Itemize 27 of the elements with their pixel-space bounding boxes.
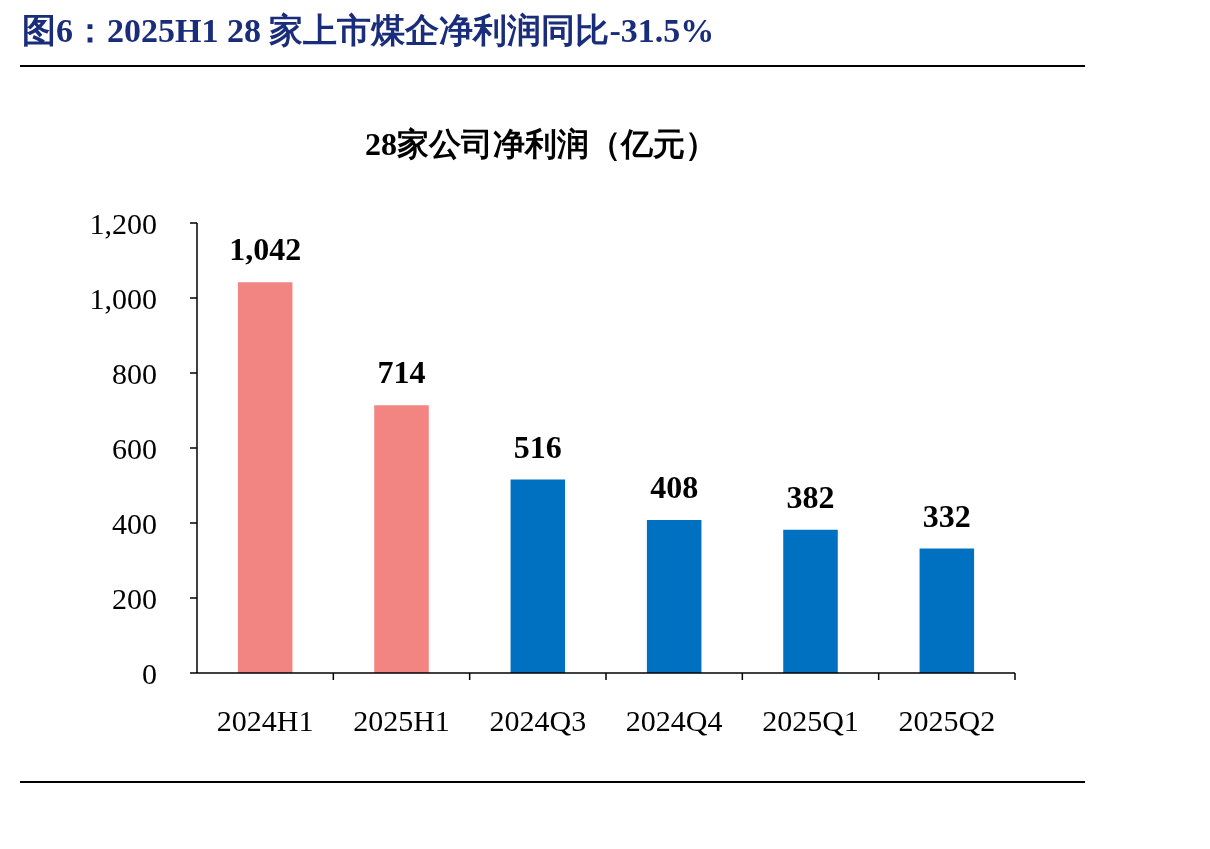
y-tick-label: 600 — [112, 431, 157, 465]
data-label: 382 — [786, 478, 835, 515]
data-label: 408 — [650, 469, 699, 505]
x-tick-label: 2025Q2 — [898, 704, 996, 737]
data-label: 332 — [922, 497, 971, 534]
y-tick-label: 800 — [112, 356, 157, 390]
x-tick-label: 2025Q1 — [762, 704, 859, 737]
y-tick-label: 1,000 — [89, 281, 157, 315]
bar — [237, 282, 293, 673]
x-tick-label: 2024H1 — [216, 704, 314, 737]
y-tick-label: 200 — [112, 581, 157, 615]
bar — [510, 479, 566, 673]
chart-subtitle: 28家公司净利润（亿元） — [365, 126, 717, 162]
data-label: 714 — [377, 354, 426, 391]
chart-title: 图6：2025H1 28 家上市煤企净利润同比-31.5% — [22, 12, 715, 49]
x-tick-label: 2024Q4 — [625, 704, 723, 737]
y-tick-label: 0 — [142, 656, 157, 690]
bar — [783, 529, 838, 673]
bar — [919, 548, 975, 673]
y-tick-label: 400 — [112, 506, 157, 540]
bar — [374, 405, 429, 673]
y-tick-label: 1,200 — [89, 206, 157, 240]
data-label: 516 — [513, 428, 562, 465]
bar — [646, 520, 702, 673]
x-tick-label: 2025H1 — [353, 704, 450, 737]
data-label: 1,042 — [229, 231, 302, 268]
x-tick-label: 2024Q3 — [489, 704, 587, 737]
